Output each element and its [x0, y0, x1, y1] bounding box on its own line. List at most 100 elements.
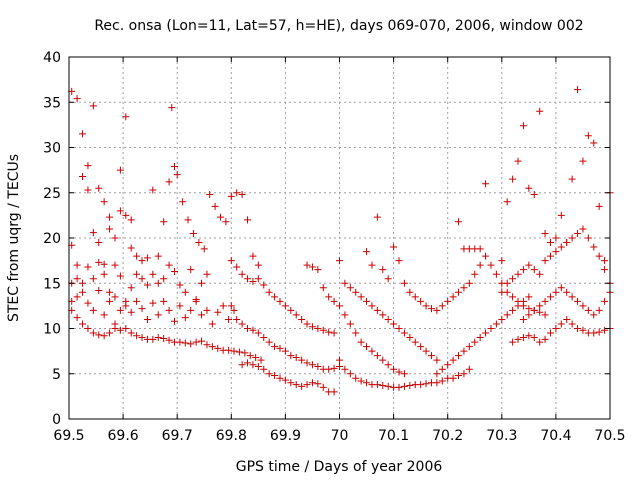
data-point — [514, 270, 522, 278]
data-point — [303, 359, 311, 367]
data-point — [249, 252, 257, 260]
series-arc-13 — [363, 213, 490, 314]
data-point — [244, 359, 252, 367]
data-point — [227, 302, 235, 310]
data-point — [390, 365, 398, 373]
data-point — [95, 286, 103, 294]
series-arc-14 — [433, 293, 533, 378]
data-point — [341, 311, 349, 319]
data-point — [422, 380, 430, 388]
data-point — [390, 320, 398, 328]
data-point — [319, 326, 327, 334]
data-point — [208, 320, 216, 328]
data-point — [379, 356, 387, 364]
data-point — [395, 383, 403, 391]
data-point — [308, 263, 316, 271]
data-point — [100, 270, 108, 278]
data-point — [173, 171, 181, 179]
data-point — [384, 361, 392, 369]
data-point — [574, 325, 582, 332]
data-point — [165, 306, 173, 314]
data-point — [176, 281, 184, 289]
data-point — [519, 302, 527, 310]
data-point — [206, 191, 214, 199]
data-point — [438, 302, 446, 310]
data-point — [395, 257, 403, 265]
data-point — [149, 270, 157, 278]
data-point — [536, 270, 544, 278]
data-point — [601, 297, 609, 305]
data-point — [568, 234, 576, 242]
data-point — [170, 267, 178, 275]
data-point — [595, 328, 603, 336]
data-point — [546, 329, 554, 337]
data-point — [208, 343, 216, 351]
data-point — [601, 266, 609, 274]
data-point — [584, 234, 592, 242]
data-point — [406, 382, 414, 390]
data-point — [482, 252, 490, 260]
data-point — [198, 279, 206, 287]
data-point — [127, 329, 135, 337]
data-point — [574, 297, 582, 305]
data-point — [330, 297, 338, 305]
data-point — [455, 288, 463, 296]
data-point — [111, 234, 119, 242]
x-tick-label: 70.1 — [378, 428, 409, 444]
data-point — [95, 184, 103, 192]
data-point — [276, 374, 284, 382]
data-point — [233, 263, 241, 271]
data-point — [168, 104, 176, 112]
data-point — [438, 365, 446, 373]
series-arc-17 — [509, 315, 614, 346]
data-point — [373, 306, 381, 314]
data-point — [590, 243, 598, 251]
data-point — [122, 113, 130, 121]
data-point — [346, 284, 354, 292]
data-point — [181, 288, 189, 296]
data-point — [138, 334, 146, 342]
data-point — [254, 275, 262, 283]
data-point — [346, 320, 354, 328]
data-point — [574, 86, 582, 94]
data-point — [363, 248, 371, 256]
data-point — [319, 284, 327, 292]
data-point — [595, 202, 603, 210]
data-point — [584, 306, 592, 314]
y-tick-label: 0 — [52, 412, 61, 428]
data-point — [165, 178, 173, 186]
data-point — [89, 102, 97, 110]
data-point — [254, 261, 262, 269]
data-point — [590, 329, 598, 337]
data-point — [89, 329, 97, 337]
data-point — [519, 266, 527, 274]
data-point — [346, 370, 354, 378]
x-tick-label: 70.5 — [594, 428, 625, 444]
series-arc-5 — [68, 306, 265, 364]
data-point — [390, 243, 398, 251]
data-point — [422, 347, 430, 355]
data-point — [244, 216, 252, 224]
data-point — [187, 306, 195, 314]
data-point — [160, 297, 168, 305]
data-point — [249, 361, 257, 369]
data-point — [73, 314, 81, 322]
data-point — [179, 198, 187, 206]
data-point — [235, 348, 243, 356]
data-point — [84, 325, 92, 332]
series-arc-2 — [68, 163, 178, 269]
data-point — [444, 297, 452, 305]
series-arc-6 — [168, 104, 262, 269]
data-point — [444, 361, 452, 369]
data-point — [400, 279, 408, 287]
data-point — [492, 270, 500, 278]
data-point — [84, 299, 92, 307]
data-point — [84, 186, 92, 194]
data-point — [314, 363, 322, 371]
data-point — [73, 95, 81, 103]
data-point — [330, 388, 338, 396]
data-point — [79, 130, 87, 138]
data-point — [116, 207, 124, 215]
data-point — [363, 297, 371, 305]
